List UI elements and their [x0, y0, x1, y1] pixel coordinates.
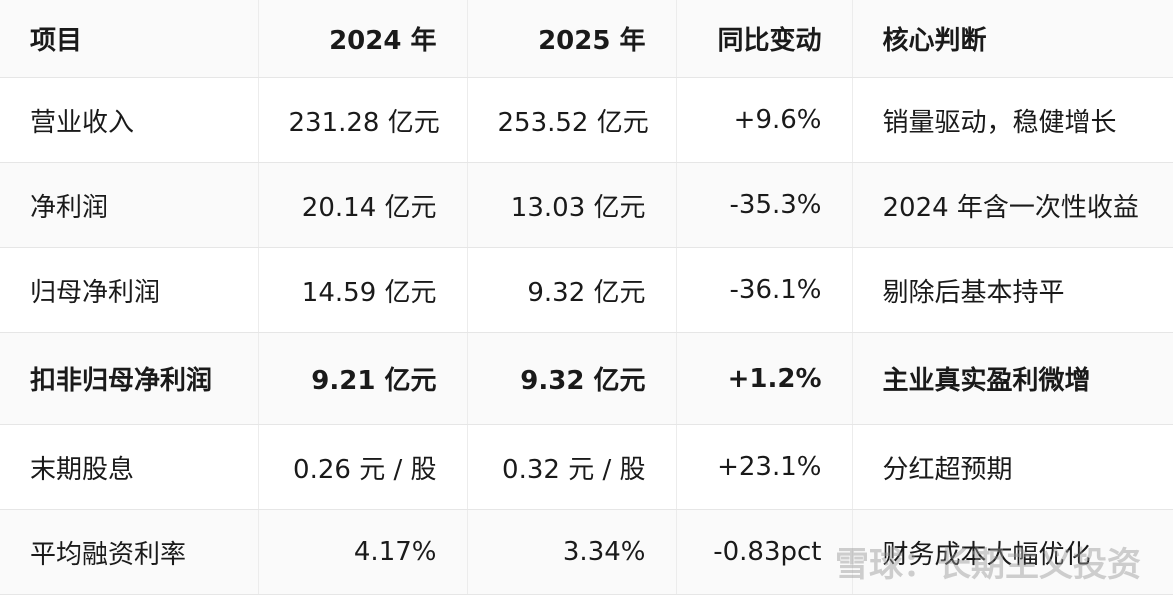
table-cell: 13.03 亿元	[467, 162, 677, 248]
table-cell: 9.32 亿元	[467, 332, 677, 425]
header-row: 项目 2024 年 2025 年同比变动 核心判断	[0, 0, 1173, 78]
table-row: 末期股息 0.26 元 / 股 0.32 元 / 股 +23.1% 分红超预期	[0, 424, 1173, 510]
table-cell: 扣非归母净利润	[0, 332, 259, 425]
table-row: 扣非归母净利润 9.21 亿元 9.32 亿元 +1.2% 主业真实盈利微增	[0, 332, 1173, 425]
table-cell: 9.21 亿元	[258, 332, 468, 425]
table-cell: +9.6%	[676, 77, 853, 163]
table-cell: 2024 年含一次性收益	[852, 162, 1173, 248]
table-cell: 9.32 亿元	[467, 247, 677, 333]
table-cell: 14.59 亿元	[258, 247, 468, 333]
table-cell: 0.32 元 / 股	[467, 424, 677, 510]
table-cell: -0.83pct	[676, 509, 853, 595]
watermark: 雪球：长期主义投资	[835, 545, 1141, 585]
table-cell: 主业真实盈利微增	[852, 332, 1173, 425]
table-body: 营业收入 231.28 亿元 253.52 亿元 +9.6% 销量驱动，稳健增长 净利润 2…	[0, 77, 1173, 595]
table-cell: 剔除后基本持平	[852, 247, 1173, 333]
table-cell: 营业收入	[0, 77, 259, 163]
header-cell: 2024 年	[258, 0, 468, 78]
table-cell: 末期股息	[0, 424, 259, 510]
table-header: 项目 2024 年 2025 年同比变动 核心判断	[0, 0, 1173, 78]
table-cell: 财务成本大幅优化	[852, 509, 1173, 595]
table-cell: 销量驱动，稳健增长	[852, 77, 1173, 163]
table-cell: 0.26 元 / 股	[258, 424, 468, 510]
table-cell: 20.14 亿元	[258, 162, 468, 248]
header-cell: 同比变动	[676, 0, 853, 78]
table-cell: 253.52 亿元	[467, 77, 677, 163]
header-cell: 核心判断	[852, 0, 1173, 78]
table-cell: 归母净利润	[0, 247, 259, 333]
table-cell: +23.1%	[676, 424, 853, 510]
table-row: 营业收入 231.28 亿元 253.52 亿元 +9.6% 销量驱动，稳健增长	[0, 77, 1173, 163]
table-cell: 平均融资利率	[0, 509, 259, 595]
table-cell: 分红超预期	[852, 424, 1173, 510]
table-cell: 净利润	[0, 162, 259, 248]
table-row: 平均融资利率 4.17% 3.34% -0.83pct 财务成本大幅优化	[0, 509, 1173, 595]
table-cell: 231.28 亿元	[258, 77, 468, 163]
header-cell: 项目	[0, 0, 259, 78]
table-cell: 3.34%	[467, 509, 677, 595]
table-cell: +1.2%	[676, 332, 853, 425]
table-row: 归母净利润 14.59 亿元 9.32 亿元 -36.1% 剔除后基本持平	[0, 247, 1173, 333]
table-cell: -35.3%	[676, 162, 853, 248]
table-row: 净利润 20.14 亿元 13.03 亿元 -35.3% 2024 年含一次性收益	[0, 162, 1173, 248]
table-cell: 4.17%	[258, 509, 468, 595]
table-cell: -36.1%	[676, 247, 853, 333]
header-cell: 2025 年	[467, 0, 677, 78]
